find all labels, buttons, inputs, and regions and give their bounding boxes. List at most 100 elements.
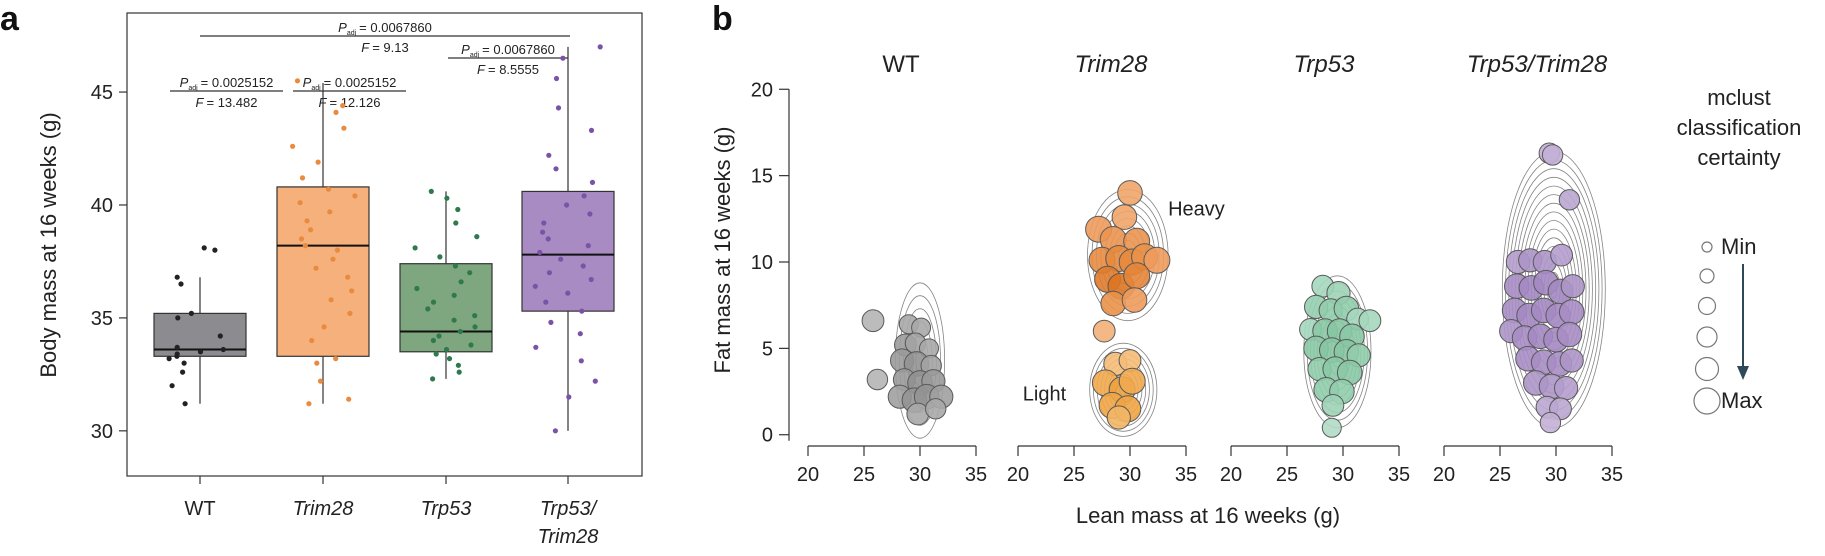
data-point bbox=[474, 234, 480, 240]
data-point bbox=[1118, 367, 1146, 395]
data-point bbox=[467, 270, 473, 276]
y-tick-label: 30 bbox=[91, 421, 113, 443]
data-point bbox=[298, 236, 305, 242]
legend-title: mclust bbox=[1707, 85, 1771, 110]
data-point bbox=[1123, 262, 1151, 290]
data-point bbox=[212, 247, 218, 253]
x-tick-label: 20 bbox=[1433, 464, 1455, 486]
data-point bbox=[861, 309, 885, 333]
x-tick-label: 20 bbox=[797, 464, 819, 486]
f-value-label: F= 12.126 bbox=[319, 95, 381, 110]
data-point bbox=[451, 292, 457, 298]
data-point bbox=[294, 78, 301, 84]
p-value: = 0.0025152 bbox=[324, 75, 397, 90]
data-point bbox=[585, 243, 591, 249]
data-point bbox=[349, 288, 355, 294]
data-point bbox=[308, 227, 314, 233]
data-point bbox=[328, 297, 334, 303]
data-point bbox=[588, 127, 595, 133]
data-point bbox=[443, 346, 450, 353]
data-point bbox=[430, 337, 436, 344]
data-point bbox=[592, 378, 598, 384]
data-point bbox=[1550, 243, 1573, 267]
facet-title: Trp53 bbox=[1294, 51, 1356, 78]
data-point bbox=[587, 211, 593, 217]
x-tick-label: 25 bbox=[1063, 464, 1085, 486]
data-point bbox=[472, 313, 478, 319]
data-point bbox=[566, 394, 572, 400]
data-point bbox=[315, 159, 321, 165]
x-tick-label: 25 bbox=[1489, 464, 1511, 486]
x-tick-label: 30 bbox=[1545, 464, 1567, 486]
data-point bbox=[458, 279, 464, 285]
data-point bbox=[309, 337, 315, 344]
data-point bbox=[580, 263, 586, 269]
legend-size-circle bbox=[1693, 387, 1721, 415]
y-tick-label: 45 bbox=[91, 82, 113, 104]
data-point bbox=[436, 333, 442, 339]
data-point bbox=[589, 179, 596, 185]
f-value-label: F = 8.5555 bbox=[477, 62, 539, 77]
data-point bbox=[564, 202, 570, 208]
data-point bbox=[925, 398, 947, 420]
data-point bbox=[543, 299, 549, 305]
data-point bbox=[565, 290, 571, 296]
legend-size-circle bbox=[1694, 356, 1720, 382]
data-point bbox=[552, 428, 559, 434]
category-label: Trp53/ bbox=[540, 498, 599, 520]
y-tick-label: 20 bbox=[751, 79, 773, 101]
data-point bbox=[452, 263, 458, 269]
legend-max-label: Max bbox=[1721, 388, 1763, 413]
data-point bbox=[201, 245, 207, 251]
f-value: = 13.482 bbox=[206, 95, 257, 110]
legend-arrow-head bbox=[1737, 366, 1749, 380]
x-tick-label: 25 bbox=[1276, 464, 1298, 486]
data-point bbox=[866, 368, 889, 391]
data-point bbox=[341, 125, 347, 131]
data-point bbox=[181, 360, 187, 366]
data-point bbox=[169, 383, 175, 389]
panel-b-legend: mclust classification certainty Min Max bbox=[1677, 85, 1801, 415]
data-point bbox=[314, 360, 320, 366]
p-value: = 0.0025152 bbox=[201, 75, 274, 90]
data-point bbox=[178, 281, 184, 287]
data-point bbox=[455, 362, 461, 368]
data-point bbox=[220, 346, 226, 353]
data-point bbox=[1321, 417, 1342, 438]
panel-a-boxes bbox=[153, 46, 615, 431]
data-point bbox=[299, 175, 306, 181]
panel-b-xlabel: Lean mass at 16 weeks (g) bbox=[1076, 503, 1340, 528]
data-point bbox=[597, 44, 603, 50]
f-value: = 9.13 bbox=[372, 40, 409, 55]
data-point bbox=[579, 308, 585, 314]
f-value-label: F = 13.482 bbox=[196, 95, 258, 110]
p-symbol: P bbox=[338, 20, 347, 35]
panel-a-category-labels: WT Trim28 Trp53 Trp53/Trim28 bbox=[184, 476, 599, 548]
data-point bbox=[425, 306, 431, 312]
data-point bbox=[352, 193, 358, 199]
data-point bbox=[533, 344, 539, 350]
data-point bbox=[333, 356, 339, 362]
panel-a-points bbox=[166, 44, 603, 434]
data-point bbox=[558, 256, 564, 262]
data-point bbox=[1556, 321, 1583, 348]
panel-b-ylabel: Fat mass at 16 weeks (g) bbox=[710, 127, 735, 374]
panel-a-frame bbox=[126, 12, 643, 477]
f-symbol: F bbox=[196, 95, 205, 110]
data-point bbox=[560, 55, 566, 61]
data-point bbox=[175, 315, 181, 321]
data-point bbox=[306, 401, 312, 407]
f-symbol: F bbox=[477, 62, 486, 77]
data-point bbox=[455, 206, 461, 213]
data-point bbox=[433, 351, 439, 357]
data-point bbox=[174, 344, 180, 350]
legend-size-circle bbox=[1699, 268, 1715, 284]
data-point bbox=[166, 356, 172, 362]
p-value: = 0.0067860 bbox=[482, 42, 555, 57]
data-point bbox=[555, 105, 562, 111]
facet: Trp53/Trim28 20 25 30 35 bbox=[1433, 51, 1623, 486]
facet-title: WT bbox=[882, 51, 920, 78]
p-subscript: adj bbox=[347, 30, 357, 37]
data-point bbox=[428, 188, 434, 194]
